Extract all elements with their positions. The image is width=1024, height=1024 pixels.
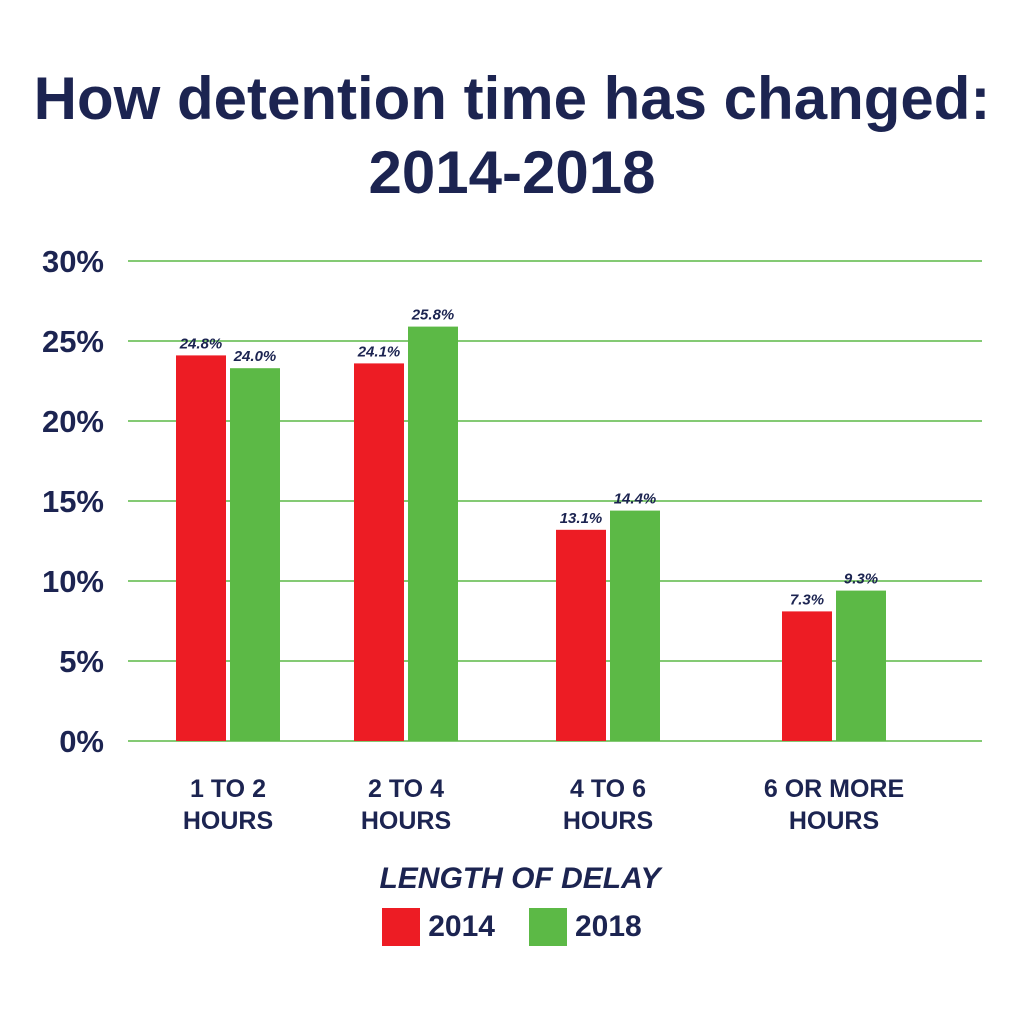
legend-label-2018: 2018: [575, 910, 642, 943]
data-label-2014-2: 13.1%: [560, 510, 603, 527]
y-tick-label: 30%: [42, 244, 104, 279]
bar-2018-3: [836, 590, 886, 741]
x-axis-title: LENGTH OF DELAY: [379, 862, 663, 895]
bar-data-labels: 24.8% 24.1% 13.1% 7.3% 24.0% 25.8% 14.4% 9.3%: [179, 307, 878, 609]
chart-title: How detention time has changed: 2014-201…: [0, 62, 1024, 210]
y-tick-label: 5%: [59, 644, 104, 679]
data-label-2018-3: 9.3%: [844, 571, 878, 588]
bar-2014-1: [354, 363, 404, 741]
data-label-2014-3: 7.3%: [790, 591, 824, 608]
x-axis-tick-labels: 1 TO 2 HOURS 2 TO 4 HOURS 4 TO 6 HOURS 6 OR MO…: [183, 775, 904, 835]
x-tick-label: 1 TO 2 HOURS: [183, 775, 273, 835]
y-tick-label: 20%: [42, 404, 104, 439]
bar-2014-3: [782, 611, 832, 741]
data-label-2018-0: 24.0%: [233, 348, 277, 365]
data-label-2018-2: 14.4%: [614, 491, 657, 508]
data-label-2014-0: 24.8%: [179, 335, 223, 352]
legend-swatch-2014: [382, 908, 421, 946]
x-tick-label: 2 TO 4 HOURS: [361, 775, 451, 835]
y-tick-label: 10%: [42, 564, 104, 599]
legend: 2014 2018: [0, 908, 1024, 946]
legend-item-2014: 2014: [382, 908, 495, 946]
legend-label-2014: 2014: [428, 910, 495, 943]
data-label-2014-1: 24.1%: [357, 343, 401, 360]
y-axis-tick-labels: 0% 5% 10% 15% 20% 25% 30%: [42, 244, 104, 759]
x-tick-label: 4 TO 6 HOURS: [563, 775, 653, 835]
x-tick-label: 6 OR MORE HOURS: [764, 775, 904, 835]
chart-title-line-2: 2014-2018: [368, 139, 656, 206]
bar-2018-0: [230, 368, 280, 741]
y-tick-label: 15%: [42, 484, 104, 519]
legend-swatch-2018: [529, 908, 567, 946]
y-tick-label: 25%: [42, 324, 104, 359]
bar-2014-0: [176, 355, 226, 741]
bar-2014-2: [556, 529, 606, 741]
bars: [176, 326, 886, 741]
bar-2018-1: [408, 326, 458, 741]
chart-title-line-1: How detention time has changed:: [33, 65, 991, 132]
data-label-2018-1: 25.8%: [411, 307, 455, 324]
y-tick-label: 0%: [59, 724, 104, 759]
bar-2018-2: [610, 510, 660, 741]
legend-item-2018: 2018: [529, 908, 642, 946]
